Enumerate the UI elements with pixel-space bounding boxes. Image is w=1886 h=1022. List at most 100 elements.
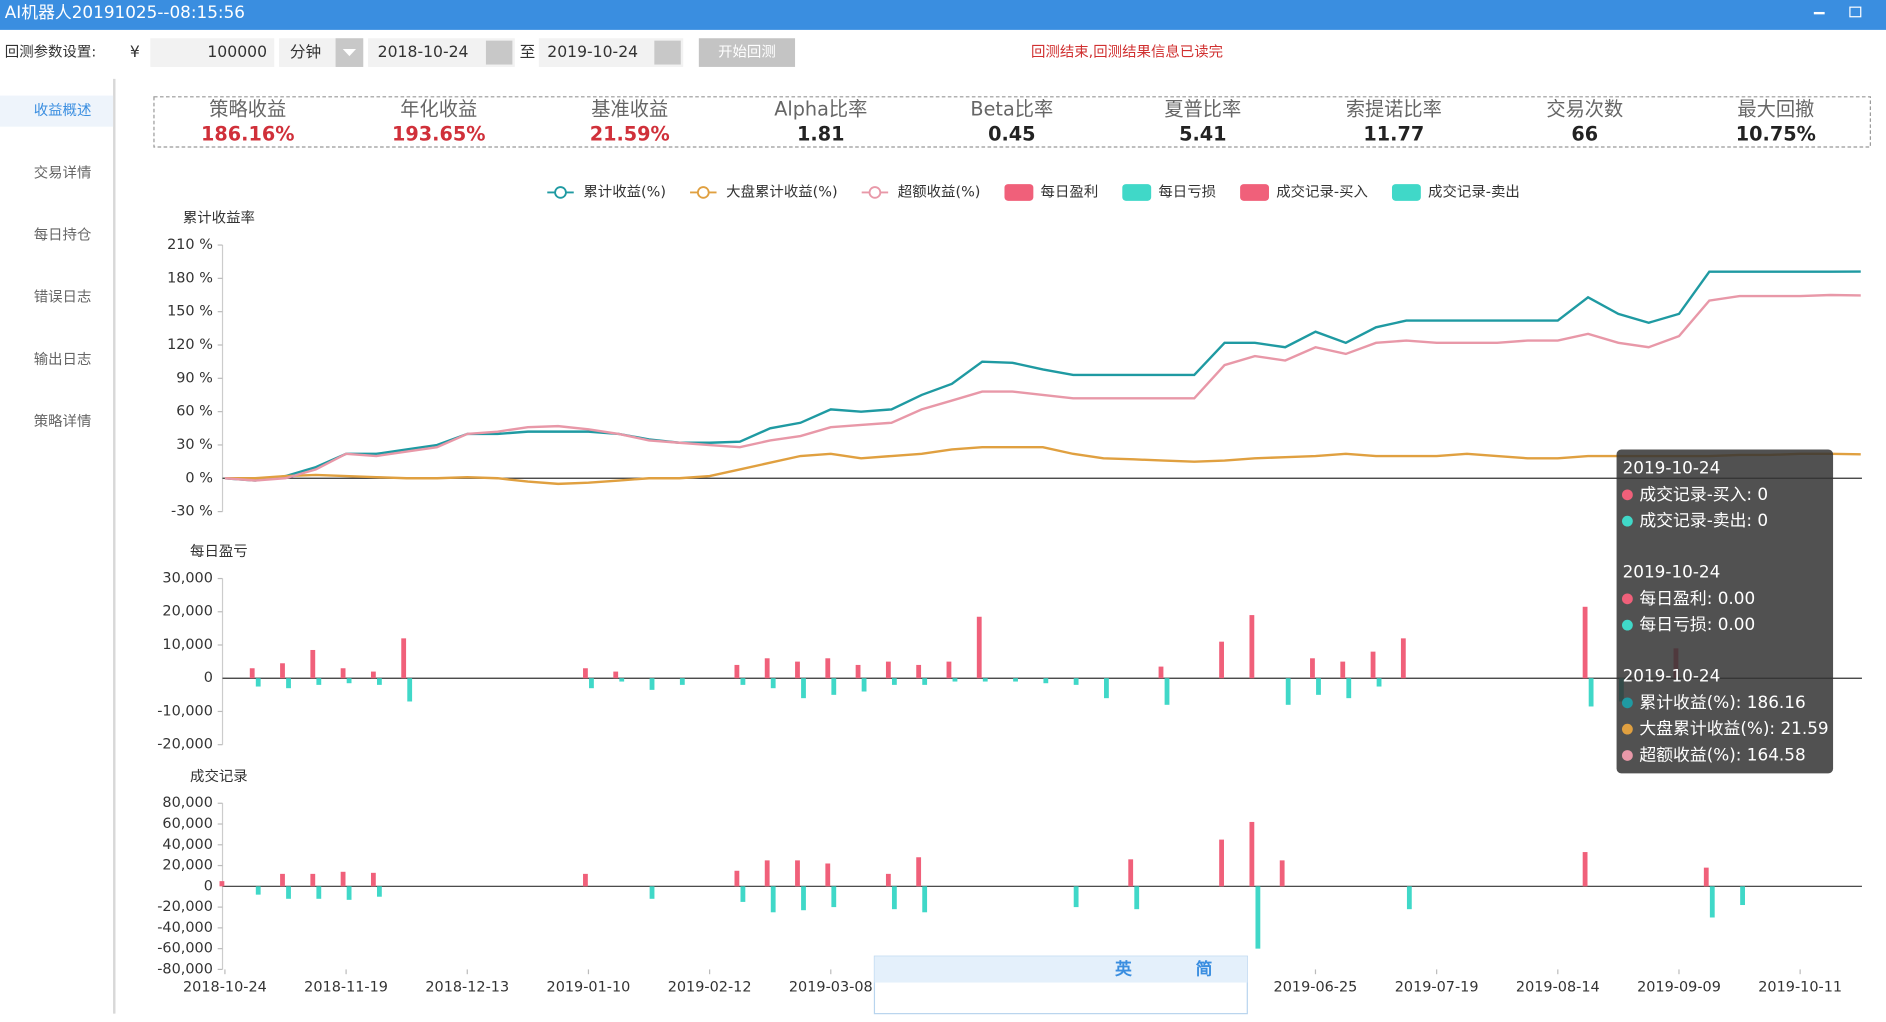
bar [1703,867,1709,887]
bar [346,678,352,684]
sidebar-item: 每日持仓 [34,227,92,244]
ime-label: 英 [1115,958,1132,978]
legend-label: 成交记录-买入 [1276,182,1368,200]
bar [831,678,837,695]
y-tick-label: 30 % [176,437,213,453]
x-tick-label: 2018-10-24 [183,979,267,995]
legend-icon [1391,184,1421,201]
calendar-button[interactable] [654,40,681,65]
line-series [224,270,1861,482]
bar [1013,678,1018,682]
bar [1219,641,1224,679]
capital-input[interactable] [150,38,275,67]
x-tick-label: 2019-03-08 [789,979,873,995]
y-tick-label: 10,000 [162,637,212,653]
y-tick-label: 20,000 [162,604,212,620]
bar [1400,638,1406,679]
legend-label: 成交记录-卖出 [1428,182,1520,200]
bar [280,873,285,887]
y-tick-label: 80,000 [162,795,212,811]
bar [370,872,376,887]
sidebar-item: 错误日志 [34,289,92,306]
bar [831,886,837,908]
bar [764,860,770,887]
legend-icon [1122,184,1152,201]
bar [1310,658,1315,679]
y-tick-label: -20,000 [157,899,213,915]
currency: ¥ [130,43,140,61]
window-title: AI机器人20191025--08:15:56 [5,2,245,22]
y-tick-label: -10,000 [157,703,213,719]
bar [885,661,891,679]
bar [795,661,800,679]
y-tick-label: 0 [204,670,213,686]
x-tick-label: 2019-07-19 [1395,979,1479,995]
bar [255,886,261,895]
y-tick-label: -80,000 [157,961,213,977]
bar [649,678,655,690]
stat-value: 186.16% [201,123,294,146]
bar [861,678,867,692]
stat-value: 1.81 [797,123,844,146]
start-button[interactable] [698,38,796,67]
y-tick-label: 0 [204,878,213,894]
bar [316,886,322,899]
tooltip-date: 2019-10-24 [1623,562,1721,582]
bar [1104,678,1109,699]
x-tick-label: 2019-09-09 [1637,979,1721,995]
bar [286,886,291,899]
legend-label: 每日盈利 [1041,183,1099,200]
tooltip [1616,449,1834,774]
stat-label: 夏普比率 [1164,98,1241,121]
stat-label: Alpha比率 [774,98,867,121]
x-tick-label: 2019-02-12 [668,979,752,995]
legend-icon [1240,184,1269,201]
y-tick-label: -20,000 [157,737,213,753]
status-message: 回测结束,回测结果信息已读完 [1031,44,1223,61]
bar [1370,651,1376,679]
bar [922,886,928,913]
legend-label: 累计收益(%) [583,183,666,200]
x-tick-label: 2018-11-19 [304,979,388,995]
chart-title: 每日盈亏 [190,543,248,560]
bar [770,886,776,913]
sidebar-item: 策略详情 [34,413,92,430]
x-tick-label: 2019-08-14 [1516,979,1600,995]
bar [1073,678,1079,685]
y-tick-label: -40,000 [157,920,213,936]
arrow-icon [342,49,357,57]
y-tick-label: -60,000 [157,941,213,957]
stat-label: 索提诺比率 [1346,98,1442,121]
x-tick-label: 2018-12-13 [425,979,509,995]
bar [946,661,952,679]
y-tick-label: 90 % [176,370,213,386]
bar [583,668,588,679]
bar [825,658,831,679]
bar [376,886,382,897]
bar [255,678,261,687]
tooltip-dot [1621,619,1633,631]
restore-button[interactable] [1849,6,1862,18]
bar [340,668,346,679]
bar [310,873,316,887]
tooltip-date: 2019-10-24 [1623,458,1721,478]
bar [583,873,588,887]
minimize-button[interactable] [1813,11,1825,15]
bar [219,881,225,887]
x-tick-label: 2019-06-25 [1274,979,1358,995]
tooltip-date: 2019-10-24 [1623,666,1721,686]
bar [922,678,928,685]
stat-value: 5.41 [1179,123,1226,146]
x-tick-label: 2019-01-10 [547,979,631,995]
tooltip-item: 大盘累计收益(%): 21.59 [1639,718,1828,738]
y-tick-label: 60 % [176,404,213,420]
legend-icon [554,186,567,199]
bar [1255,886,1261,949]
stat-value: 193.65% [392,123,485,146]
bar [346,886,352,900]
calendar-button[interactable] [485,40,513,65]
legend-icon [868,186,882,199]
bar [1249,615,1255,679]
stat-label: 年化收益 [400,98,477,121]
bar [916,664,922,679]
